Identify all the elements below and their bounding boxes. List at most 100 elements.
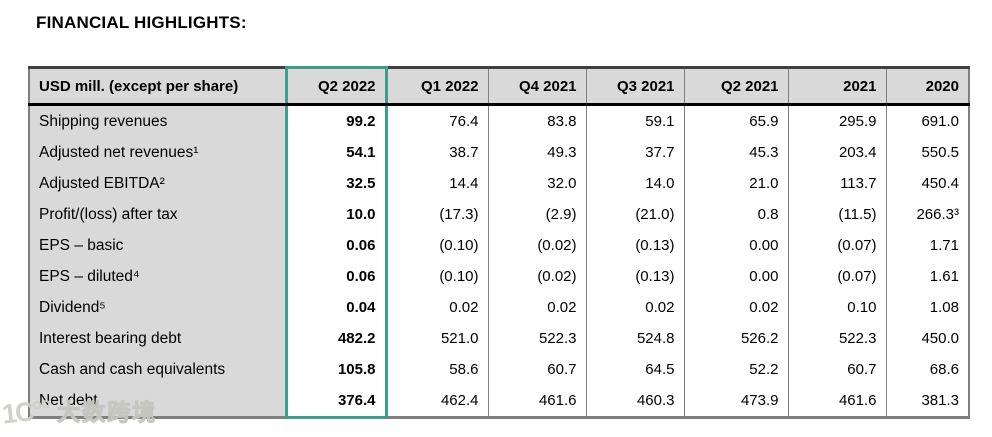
cell-value: 381.3 [885, 385, 969, 418]
cell-value: (11.5) [787, 199, 886, 230]
cell-value: 460.3 [585, 385, 684, 418]
table-row: EPS – basic 0.06 (0.10) (0.02) (0.13) 0.00 (0.… [29, 230, 969, 261]
row-label: EPS – basic [29, 230, 286, 261]
header-q1-2022: Q1 2022 [385, 67, 488, 106]
watermark-text: 大数跨境 [57, 399, 158, 426]
header-2020: 2020 [885, 67, 969, 106]
cell-value: 1.71 [885, 230, 969, 261]
cell-value: (0.13) [585, 230, 684, 261]
cell-value: 99.2 [284, 104, 388, 137]
table-body: Shipping revenues 99.2 76.4 83.8 59.1 65.9 295… [29, 104, 969, 419]
cell-value: 113.7 [787, 168, 886, 199]
table-row: Adjusted net revenues¹ 54.1 38.7 49.3 37.7 45… [29, 137, 969, 168]
cell-value: 203.4 [787, 137, 886, 168]
row-label: Cash and cash equivalents [29, 354, 286, 385]
cell-value: 14.0 [585, 168, 684, 199]
cell-value: 0.04 [284, 292, 388, 323]
financial-highlights-table: USD mill. (except per share) Q2 2022 Q1 … [28, 66, 970, 419]
cell-value: 0.8 [683, 199, 788, 230]
cell-value: 522.3 [787, 323, 886, 354]
table-row: Net debt 376.4 462.4 461.6 460.3 473.9 461.6 38… [29, 385, 969, 419]
header-2021: 2021 [787, 67, 886, 106]
cell-value: 49.3 [487, 137, 586, 168]
cell-value: 524.8 [585, 323, 684, 354]
cell-value: 0.00 [683, 230, 788, 261]
cell-value: 105.8 [284, 354, 388, 385]
cell-value: 0.02 [585, 292, 684, 323]
cell-value: (0.13) [585, 261, 684, 292]
cell-value: 0.02 [385, 292, 488, 323]
cell-value: 60.7 [487, 354, 586, 385]
header-q3-2021: Q3 2021 [585, 67, 684, 106]
cell-value: 10.0 [284, 199, 388, 230]
cell-value: 521.0 [385, 323, 488, 354]
header-q2-2021: Q2 2021 [683, 67, 788, 106]
cell-value: 32.5 [284, 168, 388, 199]
table-row: EPS – diluted⁴ 0.06 (0.10) (0.02) (0.13) 0.00… [29, 261, 969, 292]
cell-value: 526.2 [683, 323, 788, 354]
page-title: FINANCIAL HIGHLIGHTS: [36, 13, 247, 32]
cell-value: 59.1 [585, 104, 684, 137]
cell-value: 522.3 [487, 323, 586, 354]
cell-value: 461.6 [487, 385, 586, 418]
cell-value: 58.6 [385, 354, 488, 385]
table-row: Shipping revenues 99.2 76.4 83.8 59.1 65.9 295… [29, 104, 969, 137]
cell-value: 21.0 [683, 168, 788, 199]
cell-value: 0.06 [284, 230, 388, 261]
row-label: Shipping revenues [29, 104, 286, 137]
cell-value: (21.0) [585, 199, 684, 230]
cell-value: (0.07) [787, 230, 886, 261]
row-label: Adjusted EBITDA² [29, 168, 286, 199]
cell-value: 0.00 [683, 261, 788, 292]
cell-value: 482.2 [284, 323, 388, 354]
cell-value: (0.02) [487, 230, 586, 261]
cell-value: 461.6 [787, 385, 886, 418]
cell-value: (0.10) [385, 261, 488, 292]
cell-value: 60.7 [787, 354, 886, 385]
row-label: EPS – diluted⁴ [29, 261, 286, 292]
cell-value: 32.0 [487, 168, 586, 199]
cell-value: 1.61 [885, 261, 969, 292]
cell-value: 1.08 [885, 292, 969, 323]
cell-value: 68.6 [885, 354, 969, 385]
cell-value: 0.02 [683, 292, 788, 323]
watermark: 1C°° 大数跨境 [0, 394, 158, 430]
cell-value: 266.3³ [885, 199, 969, 230]
row-label: Net debt [29, 385, 286, 418]
header-q4-2021: Q4 2021 [487, 67, 586, 106]
table-row: Interest bearing debt 482.2 521.0 522.3 524.… [29, 323, 969, 354]
cell-value: 473.9 [683, 385, 788, 418]
table-row: Profit/(loss) after tax 10.0 (17.3) (2.9) (2… [29, 199, 969, 230]
cell-value: 64.5 [585, 354, 684, 385]
table-header-row: USD mill. (except per share) Q2 2022 Q1 … [29, 66, 969, 106]
cell-value: (0.10) [385, 230, 488, 261]
cell-value: 76.4 [385, 104, 488, 137]
cell-value: 295.9 [787, 104, 886, 137]
cell-value: 376.4 [284, 385, 388, 419]
cell-value: 52.2 [683, 354, 788, 385]
cell-value: (0.07) [787, 261, 886, 292]
row-label: Dividend⁵ [29, 292, 286, 323]
table-row: Cash and cash equivalents 105.8 58.6 60.7 64… [29, 354, 969, 385]
row-label: Adjusted net revenues¹ [29, 137, 286, 168]
header-usd-mill: USD mill. (except per share) [29, 67, 286, 106]
cell-value: (0.02) [487, 261, 586, 292]
row-label: Profit/(loss) after tax [29, 199, 286, 230]
cell-value: 54.1 [284, 137, 388, 168]
cell-value: (2.9) [487, 199, 586, 230]
cell-value: (17.3) [385, 199, 488, 230]
watermark-logo-icon: 1C°° [0, 394, 52, 430]
cell-value: 0.10 [787, 292, 886, 323]
cell-value: 83.8 [487, 104, 586, 137]
header-q2-2022: Q2 2022 [284, 66, 388, 106]
row-label: Interest bearing debt [29, 323, 286, 354]
cell-value: 450.4 [885, 168, 969, 199]
cell-value: 450.0 [885, 323, 969, 354]
cell-value: 462.4 [385, 385, 488, 418]
cell-value: 550.5 [885, 137, 969, 168]
cell-value: 0.06 [284, 261, 388, 292]
cell-value: 65.9 [683, 104, 788, 137]
table-row: Dividend⁵ 0.04 0.02 0.02 0.02 0.02 0.10 1.08 [29, 292, 969, 323]
cell-value: 37.7 [585, 137, 684, 168]
cell-value: 14.4 [385, 168, 488, 199]
